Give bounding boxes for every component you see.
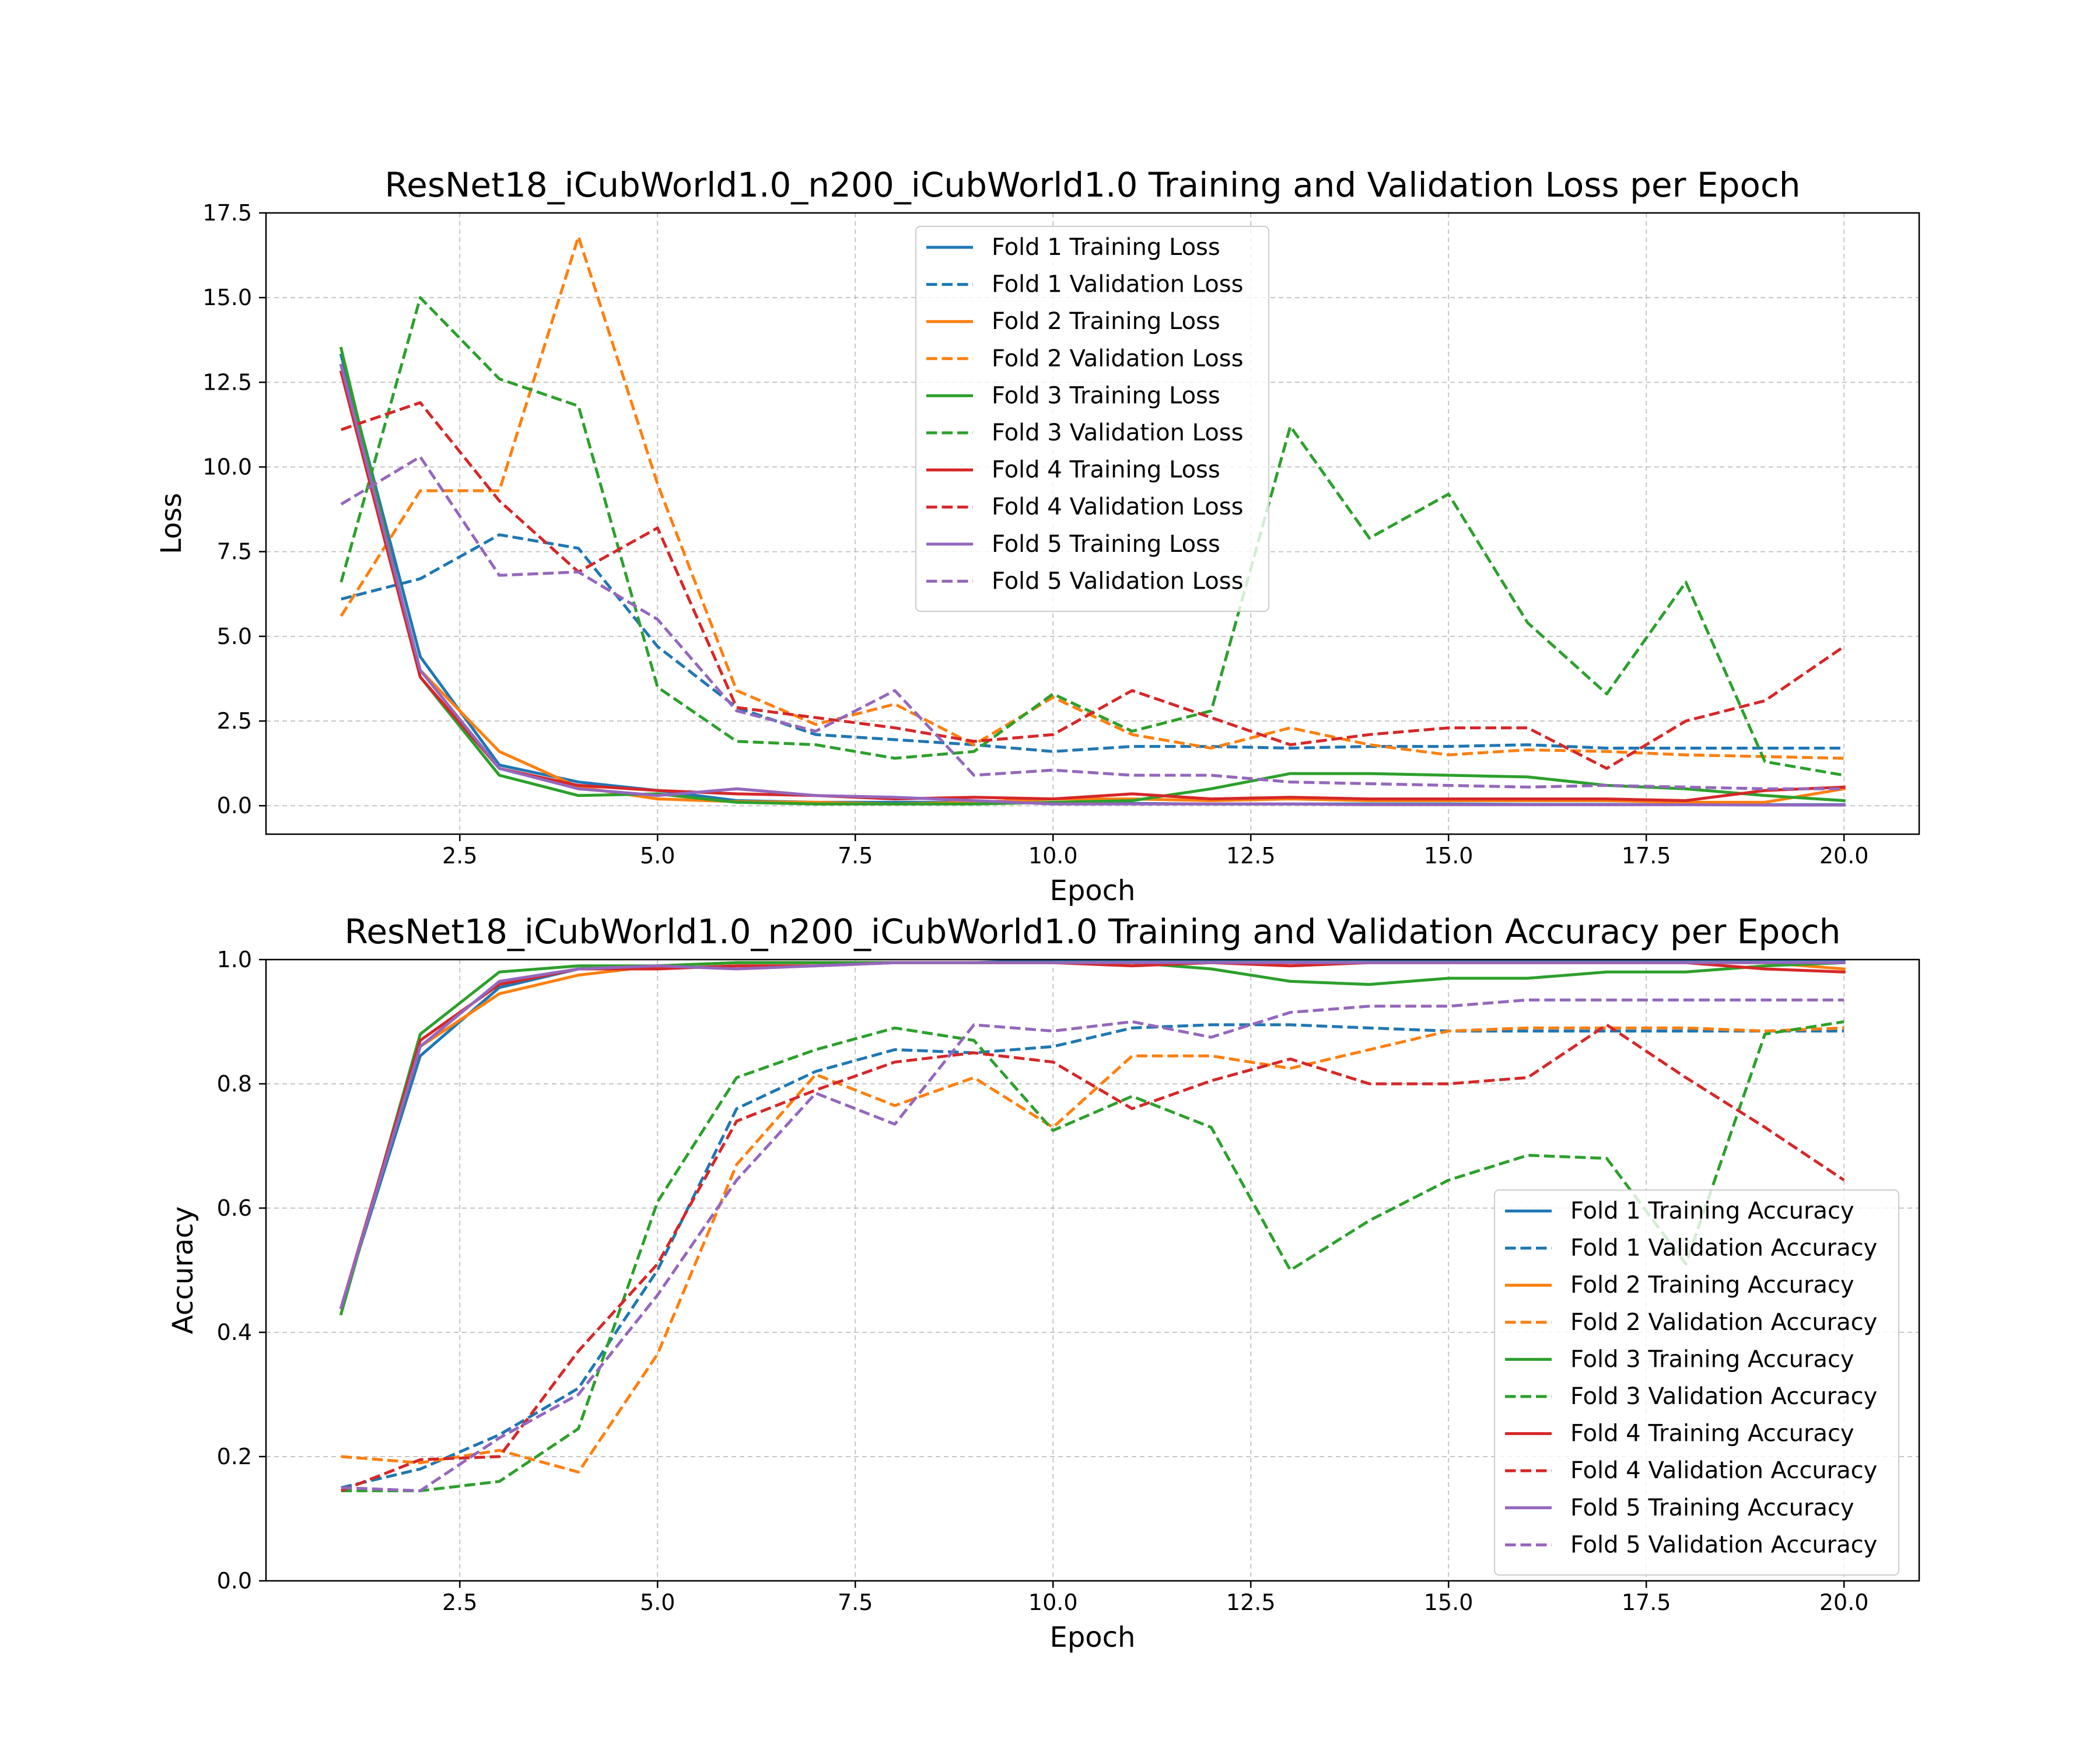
legend-label: Fold 2 Validation Accuracy bbox=[1570, 1309, 1877, 1336]
legend-label: Fold 3 Training Accuracy bbox=[1570, 1346, 1854, 1373]
plot-frame bbox=[265, 212, 1920, 835]
legend-label: Fold 4 Training Loss bbox=[992, 457, 1220, 484]
series-line bbox=[341, 998, 1845, 1493]
y-axis-label: Accuracy bbox=[167, 1206, 200, 1334]
series-line bbox=[339, 363, 1846, 807]
legend-label: Fold 3 Training Loss bbox=[992, 382, 1220, 409]
chart-1: 2.5 5.0 7.5 10.0 12.5 15.0 17.5 20.0 0.0 2.5 5.0 7.… bbox=[155, 165, 1920, 907]
x-tick-label: 2.5 bbox=[442, 1590, 477, 1615]
series-line bbox=[339, 370, 1846, 802]
legend-label: Fold 3 Validation Loss bbox=[992, 419, 1243, 446]
x-tick-label: 5.0 bbox=[640, 843, 675, 869]
y-tick-label: 7.5 bbox=[217, 539, 252, 565]
legend: Fold 1 Training Loss Fold 1 Validation Lo… bbox=[915, 226, 1269, 612]
series-line bbox=[341, 1023, 1845, 1489]
legend-label: Fold 1 Training Loss bbox=[992, 234, 1220, 261]
x-tick-label: 12.5 bbox=[1226, 843, 1276, 869]
legend-label: Fold 4 Validation Accuracy bbox=[1570, 1457, 1877, 1484]
legend-label: Fold 5 Training Loss bbox=[992, 531, 1220, 558]
y-tick-label: 15.0 bbox=[202, 285, 252, 310]
series-line bbox=[340, 401, 1845, 770]
y-tick-label: 0.4 bbox=[217, 1320, 252, 1345]
x-tick-label: 5.0 bbox=[640, 1590, 675, 1615]
y-tick-label: 2.5 bbox=[217, 708, 252, 734]
y-tick-label: 17.5 bbox=[202, 200, 252, 226]
x-tick-label: 17.5 bbox=[1622, 1590, 1671, 1615]
x-tick-label: 7.5 bbox=[838, 843, 873, 869]
legend-label: Fold 4 Validation Loss bbox=[992, 494, 1243, 520]
legend: Fold 1 Training Accuracy Fold 1 Validatio… bbox=[1494, 1189, 1899, 1576]
chart-2: 2.5 5.0 7.5 10.0 12.5 15.0 17.5 20.0 0.0 0.2 0.4 0.… bbox=[167, 912, 1920, 1654]
y-tick-label: 0.0 bbox=[217, 1568, 252, 1594]
y-axis-label: Loss bbox=[155, 493, 188, 554]
legend-label: Fold 5 Validation Loss bbox=[992, 568, 1243, 594]
legend-label: Fold 2 Validation Loss bbox=[992, 345, 1243, 372]
series-group bbox=[339, 235, 1846, 807]
x-tick-label: 10.0 bbox=[1028, 843, 1078, 869]
x-axis-label: Epoch bbox=[1050, 874, 1136, 907]
y-tick-label: 12.5 bbox=[202, 369, 252, 395]
series-line bbox=[339, 346, 1846, 806]
legend-label: Fold 2 Training Loss bbox=[992, 308, 1220, 335]
plot-frame bbox=[265, 958, 1920, 1582]
series-group bbox=[339, 960, 1846, 1493]
series-line bbox=[341, 1026, 1845, 1474]
x-tick-label: 2.5 bbox=[442, 843, 477, 869]
legend-label: Fold 5 Training Accuracy bbox=[1570, 1494, 1854, 1521]
legend-box bbox=[915, 226, 1269, 612]
x-tick-label: 20.0 bbox=[1819, 843, 1869, 869]
y-tick-label: 1.0 bbox=[217, 947, 252, 972]
x-tick-label: 15.0 bbox=[1424, 1590, 1474, 1615]
legend-label: Fold 1 Validation Accuracy bbox=[1570, 1235, 1877, 1262]
series-line bbox=[339, 961, 1846, 1310]
chart-title: ResNet18_iCubWorld1.0_n200_iCubWorld1.0 … bbox=[345, 912, 1841, 951]
legend-label: Fold 1 Validation Loss bbox=[992, 271, 1243, 298]
y-tick-label: 10.0 bbox=[202, 454, 252, 480]
series-line bbox=[340, 1023, 1845, 1492]
series-line bbox=[340, 235, 1845, 760]
series-line bbox=[341, 1020, 1845, 1493]
x-tick-label: 20.0 bbox=[1819, 1590, 1869, 1615]
x-tick-label: 15.0 bbox=[1424, 843, 1474, 869]
x-axis-label: Epoch bbox=[1050, 1621, 1136, 1654]
y-tick-label: 0.8 bbox=[217, 1071, 252, 1097]
x-tick-label: 7.5 bbox=[838, 1590, 873, 1615]
legend-box bbox=[1494, 1189, 1899, 1576]
legend-label: Fold 1 Training Accuracy bbox=[1570, 1198, 1854, 1224]
legend-label: Fold 4 Training Accuracy bbox=[1570, 1420, 1854, 1447]
legend-label: Fold 5 Validation Accuracy bbox=[1570, 1531, 1877, 1558]
y-tick-label: 5.0 bbox=[217, 624, 252, 649]
y-tick-label: 0.2 bbox=[217, 1444, 252, 1469]
series-line bbox=[340, 455, 1845, 790]
legend-label: Fold 3 Validation Accuracy bbox=[1570, 1383, 1877, 1410]
x-tick-label: 12.5 bbox=[1226, 1590, 1276, 1615]
chart-title: ResNet18_iCubWorld1.0_n200_iCubWorld1.0 … bbox=[384, 165, 1800, 205]
y-tick-label: 0.6 bbox=[217, 1195, 252, 1221]
x-tick-label: 10.0 bbox=[1028, 1590, 1078, 1615]
y-tick-label: 0.0 bbox=[217, 793, 252, 818]
x-tick-label: 17.5 bbox=[1622, 843, 1671, 869]
legend-label: Fold 2 Training Accuracy bbox=[1570, 1272, 1854, 1298]
